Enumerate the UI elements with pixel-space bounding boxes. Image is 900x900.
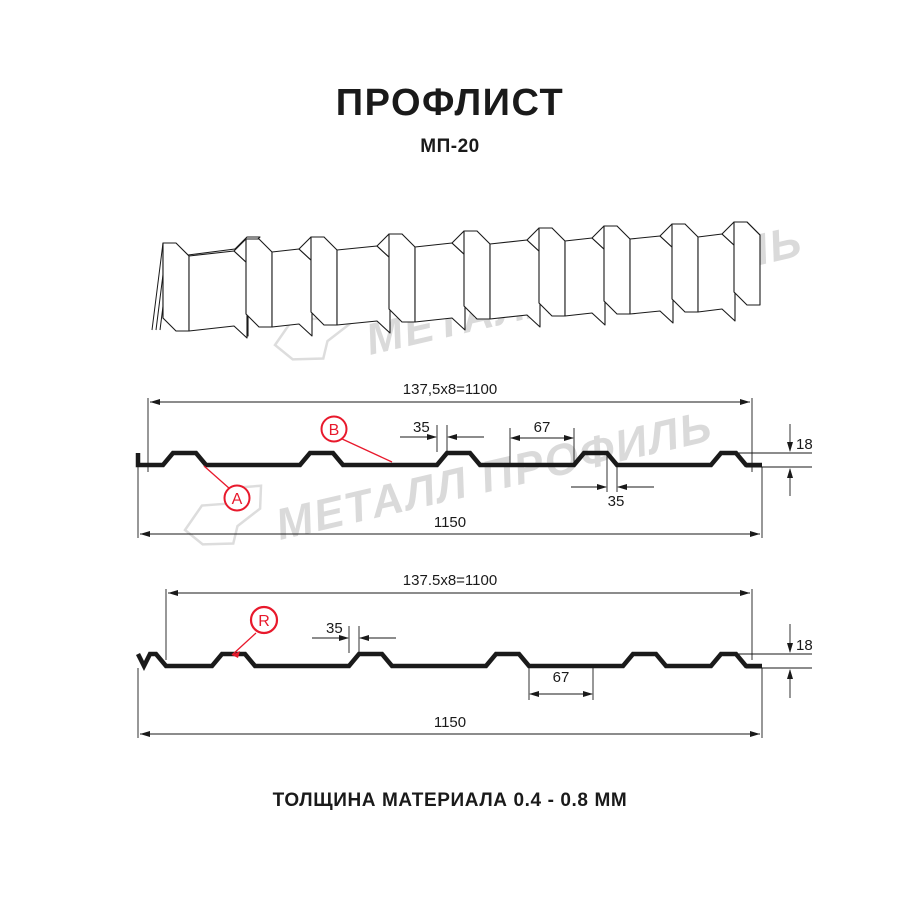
dim-rib-top-r bbox=[312, 626, 396, 653]
dim-label-rib-top-r: 35 bbox=[326, 620, 343, 637]
page-subtitle: МП-20 bbox=[420, 135, 480, 157]
dim-label-rib-top-a: 35 bbox=[413, 419, 430, 436]
marker-r-label: R bbox=[258, 613, 270, 630]
dim-valley-r bbox=[528, 668, 594, 700]
marker-a-label: A bbox=[232, 491, 243, 508]
dim-label-valley-a: 67 bbox=[534, 419, 551, 436]
profile-outline-top bbox=[135, 450, 762, 468]
dim-label-height-a: 18 bbox=[796, 436, 813, 453]
isometric-sheet-view bbox=[151, 221, 761, 339]
page-title: ПРОФЛИСТ bbox=[335, 82, 565, 124]
material-thickness-note: ТОЛЩИНА МАТЕРИАЛА 0.4 - 0.8 ММ bbox=[272, 790, 628, 811]
dim-overall-top-r bbox=[165, 589, 753, 660]
dim-height-r bbox=[736, 624, 812, 698]
dim-height-a bbox=[736, 424, 812, 496]
title-block: ПРОФЛИСТ МП-20 bbox=[0, 82, 900, 158]
dim-overall-bottom-r bbox=[137, 668, 763, 738]
dim-label-overall-bottom-a: 1150 bbox=[434, 514, 466, 531]
profile-section-bottom: 137.5x8=1100 18 35 bbox=[135, 572, 813, 738]
dim-label-overall-bottom-r: 1150 bbox=[434, 714, 466, 731]
profile-outline-bottom bbox=[135, 651, 762, 672]
marker-r: R bbox=[231, 605, 279, 658]
marker-a: A bbox=[203, 465, 251, 512]
dim-rib-top-a bbox=[400, 425, 484, 452]
marker-b-label: B bbox=[329, 422, 340, 439]
watermark-logo-icon bbox=[183, 484, 263, 546]
dim-valley-a bbox=[509, 428, 575, 464]
dim-overall-bottom-a bbox=[137, 467, 763, 538]
dim-label-height-r: 18 bbox=[796, 637, 813, 654]
profile-section-top: 137,5x8=1100 18 35 bbox=[135, 381, 813, 538]
dim-label-valley-r: 67 bbox=[553, 669, 570, 686]
footer-block: ТОЛЩИНА МАТЕРИАЛА 0.4 - 0.8 ММ bbox=[0, 790, 900, 812]
dim-overall-top-a bbox=[147, 398, 753, 472]
marker-b: B bbox=[320, 415, 393, 463]
dim-rib-bottom-a bbox=[571, 455, 654, 492]
dim-label-overall-top-r: 137.5x8=1100 bbox=[403, 572, 497, 589]
dim-label-rib-bottom-a: 35 bbox=[608, 493, 625, 510]
dim-label-overall-top-a: 137,5x8=1100 bbox=[403, 381, 497, 398]
